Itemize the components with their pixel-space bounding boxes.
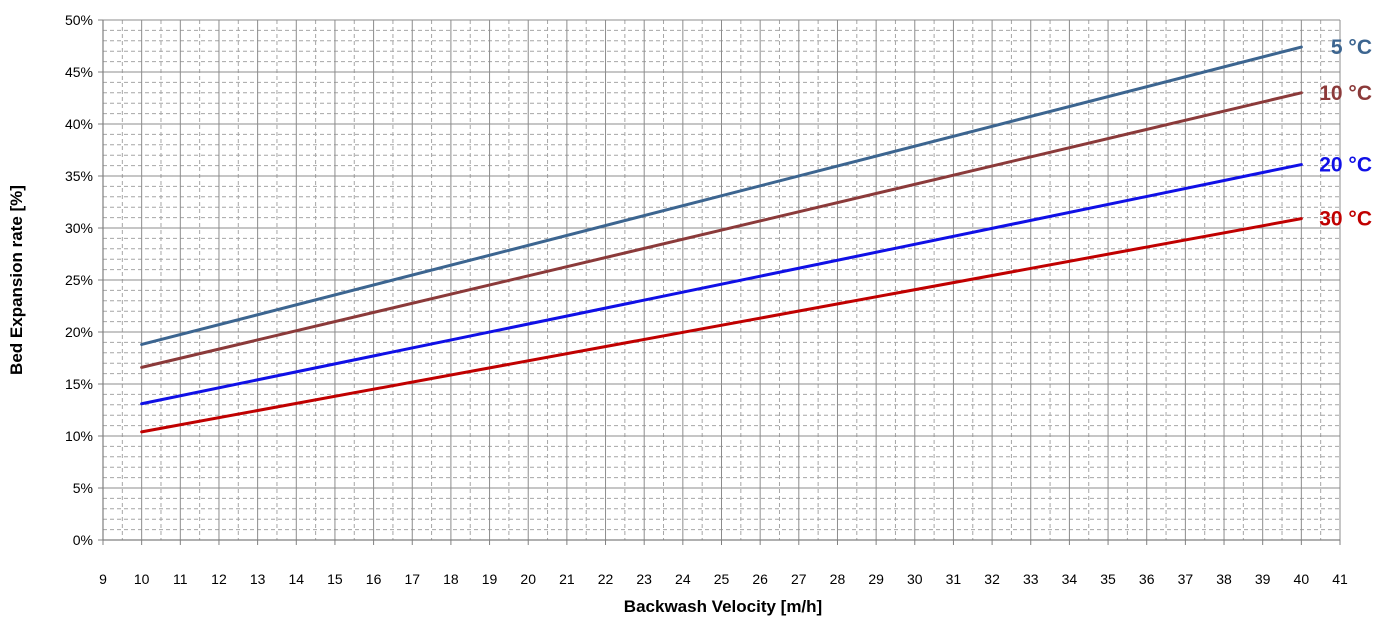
x-tick-label: 23	[636, 571, 652, 587]
series-label-2: 10 °C	[1319, 82, 1372, 105]
x-tick-label: 20	[520, 571, 536, 587]
x-tick-label: 35	[1100, 571, 1116, 587]
grid	[103, 19, 1341, 540]
x-tick-label: 26	[752, 571, 768, 587]
x-tick-label: 40	[1294, 571, 1310, 587]
x-tick-label: 12	[211, 571, 227, 587]
y-tick-label: 30%	[65, 220, 93, 236]
x-tick-label: 34	[1062, 571, 1078, 587]
series-line-3	[140, 163, 1303, 406]
y-tick-label: 10%	[65, 428, 93, 444]
series-label-4: 30 °C	[1319, 208, 1372, 231]
x-tick-label: 28	[830, 571, 846, 587]
x-tick-label: 27	[791, 571, 807, 587]
series-line-1	[140, 45, 1303, 346]
series-lines	[140, 45, 1303, 434]
series-line-4	[140, 217, 1303, 434]
x-tick-label: 31	[946, 571, 962, 587]
y-tick-label: 0%	[73, 532, 93, 548]
y-tick-label: 45%	[65, 64, 93, 80]
x-tick-label: 37	[1178, 571, 1194, 587]
y-tick-label: 35%	[65, 168, 93, 184]
series-label-3: 20 °C	[1319, 154, 1372, 177]
x-tick-label: 33	[1023, 571, 1039, 587]
x-tick-label: 25	[714, 571, 730, 587]
series-line-2	[140, 91, 1303, 369]
x-tick-label: 14	[288, 571, 304, 587]
x-axis-title: Backwash Velocity [m/h]	[624, 597, 822, 616]
tick-labels: 0% 5% 10% 15% 20% 25% 30% 35% 40% 45% 50% 9 10 11 12 13…	[65, 12, 1372, 587]
y-tick-label: 5%	[73, 480, 93, 496]
x-tick-label: 18	[443, 571, 459, 587]
x-tick-label: 24	[675, 571, 691, 587]
x-tick-label: 22	[598, 571, 614, 587]
y-tick-label: 20%	[65, 324, 93, 340]
y-tick-label: 15%	[65, 376, 93, 392]
x-tick-label: 30	[907, 571, 923, 587]
x-tick-label: 13	[250, 571, 266, 587]
x-tick-label: 21	[559, 571, 575, 587]
x-tick-label: 11	[173, 571, 188, 587]
x-tick-label: 41	[1332, 571, 1348, 587]
x-tick-label: 19	[482, 571, 498, 587]
x-tick-label: 17	[404, 571, 420, 587]
x-tick-label: 16	[366, 571, 382, 587]
x-tick-label: 29	[868, 571, 884, 587]
x-tick-label: 38	[1216, 571, 1232, 587]
series-label-1: 5 °C	[1331, 36, 1372, 59]
y-tick-label: 40%	[65, 116, 93, 132]
y-tick-label: 50%	[65, 12, 93, 28]
x-tick-label: 10	[134, 571, 150, 587]
axes	[98, 19, 1341, 545]
y-axis-title: Bed Expansion rate [%]	[7, 185, 26, 375]
x-tick-label: 39	[1255, 571, 1271, 587]
y-tick-label: 25%	[65, 272, 93, 288]
x-tick-label: 32	[984, 571, 1000, 587]
x-tick-label: 9	[99, 571, 107, 587]
x-tick-label: 15	[327, 571, 343, 587]
x-tick-label: 36	[1139, 571, 1155, 587]
